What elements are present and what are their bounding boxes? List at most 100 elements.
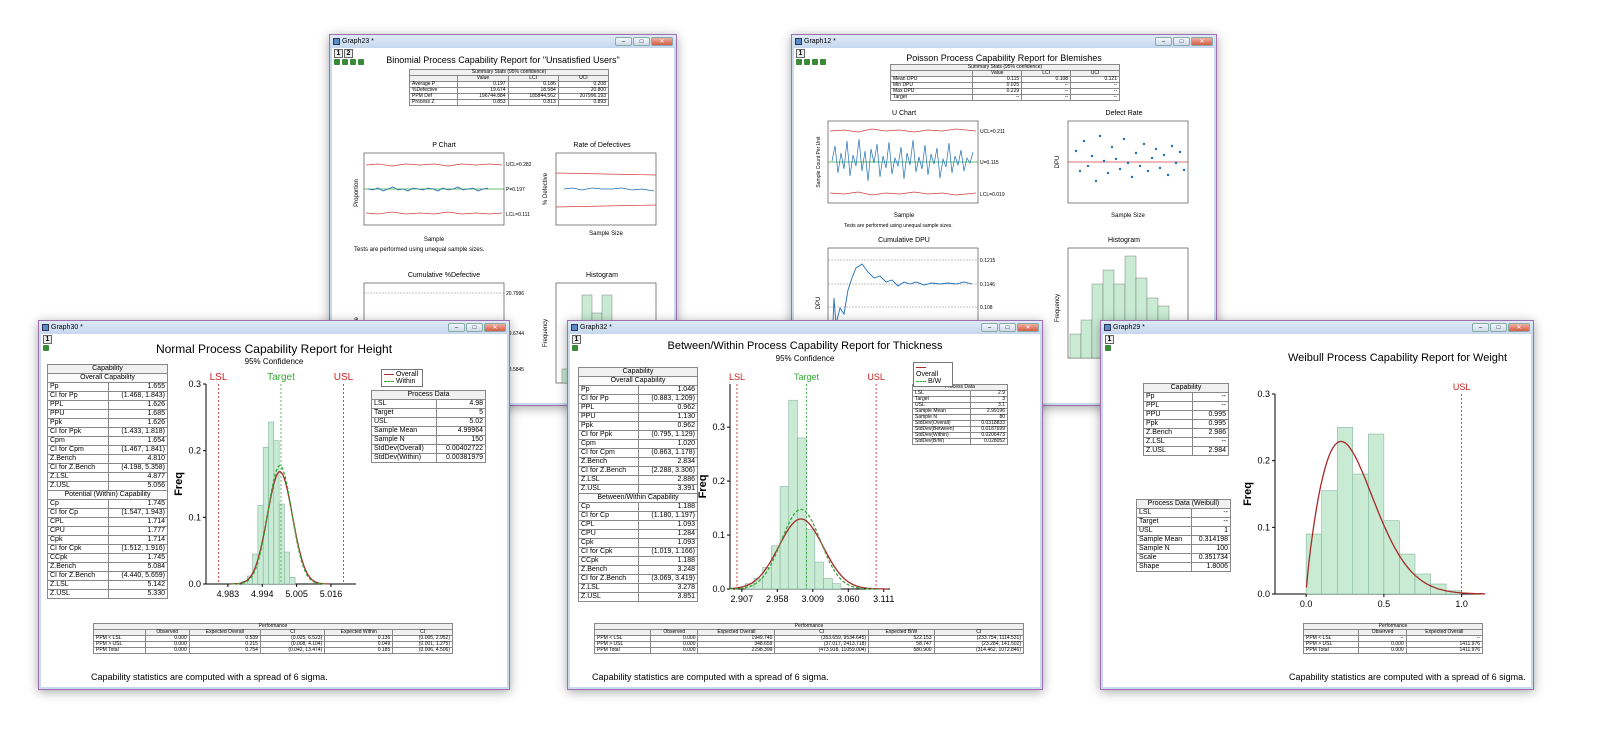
maximize-button[interactable]: □ (1490, 323, 1507, 332)
table-row: Z.LSL 3.278 (577, 583, 698, 593)
y-tick-label: 0.2 (1257, 456, 1270, 466)
table-row: Cpk 1.714 (47, 535, 169, 545)
x-tick-label: 4.983 (217, 589, 240, 599)
layer-tab-1[interactable]: 1 (1105, 335, 1114, 344)
x-tick-label: 0.5 (1378, 599, 1391, 609)
table-row: Z.LSL 5.142 (47, 580, 169, 590)
table-row: CPL 1.714 (47, 517, 169, 527)
overall-curve (729, 518, 888, 590)
layer-tab-1[interactable]: 1 (43, 335, 52, 344)
lock-icon (358, 59, 364, 65)
rate-chart-title: Rate of Defectives (573, 142, 631, 149)
graph-window-icon (795, 38, 802, 45)
table-header: Capability (47, 364, 168, 374)
minimize-button[interactable]: ‒ (448, 323, 465, 332)
rate-series (563, 187, 655, 192)
close-button[interactable]: ✕ (1508, 323, 1530, 332)
histogram-title: Histogram (1108, 237, 1140, 244)
histogram-bar (1368, 433, 1385, 595)
maximize-button[interactable]: □ (633, 37, 650, 46)
graph29-window[interactable]: Graph29 * ‒ □ ✕ 1 Weibull Process Capabili… (1100, 320, 1534, 690)
upper-ci-label: 20.7996 (506, 291, 524, 297)
graph29-titlebar[interactable]: Graph29 * ‒ □ ✕ (1101, 321, 1533, 334)
report-footnote: Capability statistics are computed with … (91, 672, 328, 682)
table-row: CI for Cpm (0.863, 1.178) (577, 448, 698, 458)
table-row: Z.LSL 4.877 (47, 472, 169, 482)
center-label: 0.1146 (980, 282, 995, 288)
y-tick-label: 0.1 (712, 530, 725, 540)
u-chart: U Chart UCL=0.211 U=0.115 LCL=0.019 Samp… (816, 110, 1005, 229)
minimize-button[interactable]: ‒ (981, 323, 998, 332)
graph12-titlebar[interactable]: Graph12 * ‒ □ ✕ (792, 35, 1216, 48)
spec-label-usl: USL (1453, 382, 1471, 392)
lock-icon (350, 59, 356, 65)
layer-tab-2[interactable]: 2 (344, 49, 353, 58)
graph30-page: 1 Normal Process Capability Report for H… (41, 334, 507, 687)
graph32-page: 1 Between/Within Process Capability Repo… (570, 334, 1040, 687)
table-row: CPL 1.093 (577, 520, 698, 530)
table-row: Z.Bench 4.810 (47, 454, 169, 464)
spec-label-lsl: LSL (729, 372, 745, 382)
minimize-button[interactable]: ‒ (1155, 37, 1172, 46)
graph32-window[interactable]: Graph32 * ‒ □ ✕ 1 Between/Within Process C… (567, 320, 1043, 690)
table-row: CI for Cpm (1.467, 1.841) (47, 445, 169, 455)
histogram-bar (805, 529, 816, 590)
table-row: Z.Bench 2.986 (1142, 428, 1229, 438)
x-tick-label: 1.0 (1455, 599, 1468, 609)
table-row: LSL -- (1136, 508, 1232, 518)
minimize-button[interactable]: ‒ (615, 37, 632, 46)
lock-icon (812, 59, 818, 65)
section-header: Overall Capability (47, 373, 168, 383)
y-axis-label: Freq (697, 475, 709, 499)
report-footnote: Capability statistics are computed with … (592, 672, 829, 682)
maximize-button[interactable]: □ (999, 323, 1016, 332)
graph30-window[interactable]: Graph30 * ‒ □ ✕ 1 Normal Process Capabilit… (38, 320, 510, 690)
x-tick-label: 4.994 (251, 589, 274, 599)
close-button[interactable]: ✕ (1191, 37, 1213, 46)
ucl-line (365, 163, 503, 167)
summary-stats-table: Summary Stats (95% confidence) Value LCI U… (889, 64, 1120, 101)
close-button[interactable]: ✕ (484, 323, 506, 332)
table-row: CI for Ppk (0.795, 1.129) (577, 430, 698, 440)
table-row: PPM Total 0.000 0.754 (0.042, 13.474) 0.185(… (93, 647, 453, 654)
close-button[interactable]: ✕ (651, 37, 673, 46)
layer-tab-1[interactable]: 1 (796, 49, 805, 58)
x-tick-label: 3.009 (802, 594, 825, 604)
layer-tab-1[interactable]: 1 (572, 335, 581, 344)
table-row: Z.USL 5.056 (47, 481, 169, 491)
table-row: Pp -- (1142, 392, 1229, 402)
maximize-button[interactable]: □ (1173, 37, 1190, 46)
close-button[interactable]: ✕ (1017, 323, 1039, 332)
p-chart-title: P Chart (432, 142, 456, 149)
histogram-bar (1352, 473, 1369, 595)
histogram-bar (814, 561, 824, 590)
within-curve (232, 464, 328, 585)
table-header: Capability (1143, 383, 1229, 393)
overall-curve (229, 471, 330, 585)
table-header: Process Data (371, 390, 486, 400)
table-row: Scale 0.351734 (1136, 553, 1232, 563)
lock-icon (43, 345, 49, 351)
ucl-label: UCL=0.211 (980, 129, 1005, 135)
capability-table: Capability Overall Capability Pp 1.655 CI fo… (47, 364, 169, 599)
graph32-window-title: Graph32 * (580, 324, 612, 331)
table-row: StdDev(Overall) 0.00402722 (371, 444, 487, 454)
table-header: Process Data (Weibull) (1136, 499, 1231, 509)
graph32-titlebar[interactable]: Graph32 * ‒ □ ✕ (568, 321, 1042, 334)
minimize-button[interactable]: ‒ (1472, 323, 1489, 332)
table-row: StdDev(Within) 0.00381979 (371, 453, 487, 463)
spec-label-lsl: LSL (210, 372, 228, 383)
table-row: Z.LSL 2.886 (577, 475, 698, 485)
maximize-button[interactable]: □ (466, 323, 483, 332)
graph23-titlebar[interactable]: Graph23 * ‒ □ ✕ (330, 35, 676, 48)
report-subtitle: 95% Confidence (244, 357, 304, 366)
table-row: Ppk 0.995 (1142, 419, 1229, 429)
summary-stats-table: Summary Stats (95% confidence) Value LCI U… (408, 69, 610, 106)
u-chart-series (831, 138, 974, 182)
table-row: USL 1 (1136, 526, 1232, 536)
layer-tab-1[interactable]: 1 (334, 49, 343, 58)
lock-icon (804, 59, 810, 65)
graph30-titlebar[interactable]: Graph30 * ‒ □ ✕ (39, 321, 509, 334)
y-tick-label: 0.2 (188, 446, 201, 456)
table-row: Shape 1.8006 (1136, 562, 1232, 572)
